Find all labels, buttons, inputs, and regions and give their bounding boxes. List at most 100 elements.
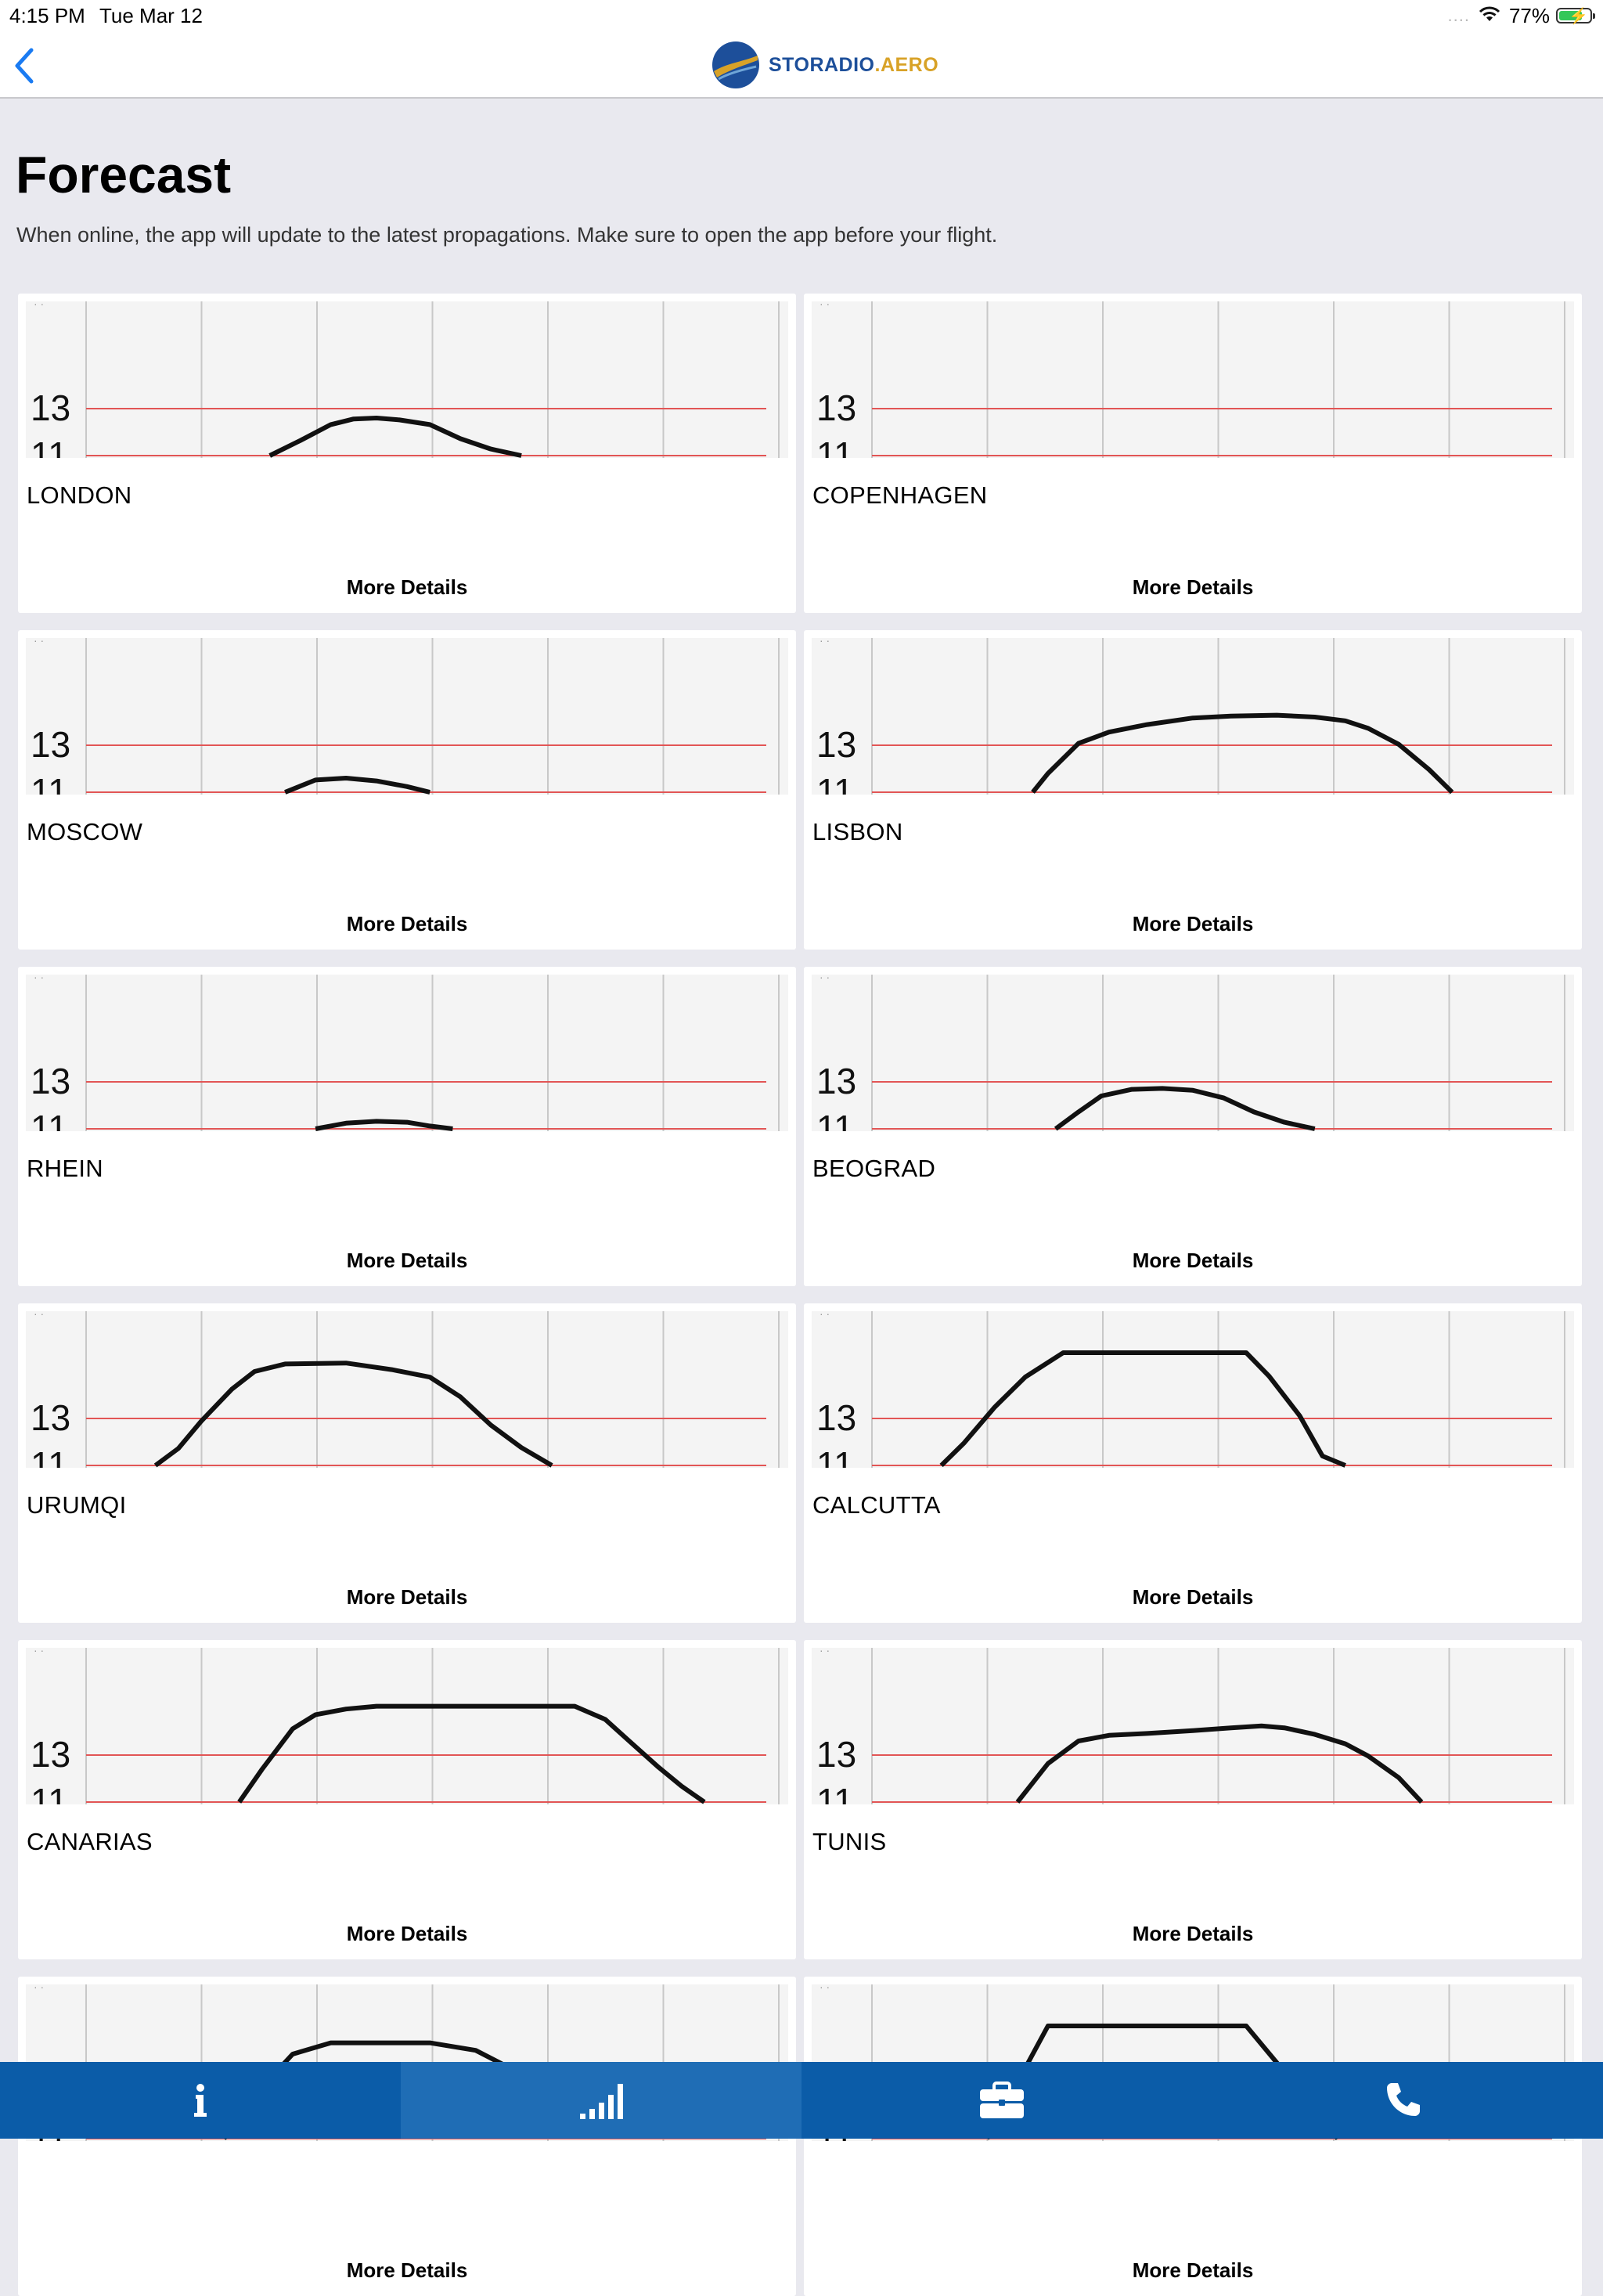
tab-contact[interactable] xyxy=(1202,2062,1603,2139)
chart-top-mark: · · xyxy=(34,975,44,983)
chart-top-mark: · · xyxy=(820,975,830,983)
chart-y-label: 13 xyxy=(31,1397,70,1438)
propagation-curve xyxy=(1054,1086,1316,1131)
chart-y-label: 13 xyxy=(816,1397,856,1438)
more-details-button[interactable]: More Details xyxy=(346,575,468,599)
more-details-button[interactable]: More Details xyxy=(346,912,468,935)
forecast-card[interactable]: 13 11 · · RHEIN More Details xyxy=(18,967,796,1286)
briefcase-icon xyxy=(980,2082,1024,2118)
propagation-curve xyxy=(284,776,430,795)
forecast-card[interactable]: 13 11 · · CANARIAS More Details xyxy=(18,1640,796,1959)
forecast-card[interactable]: 13 11 · · LISBON More Details xyxy=(804,630,1582,950)
chart-y-label: 13 xyxy=(31,724,70,765)
city-name: MOSCOW xyxy=(27,818,143,845)
city-name: COPENHAGEN xyxy=(812,481,988,509)
chart-y-label: 11 xyxy=(31,1444,68,1468)
status-time: 4:15 PM xyxy=(9,4,85,27)
propagation-chart: 13 11 · · xyxy=(26,301,788,458)
city-name: CANARIAS xyxy=(27,1828,153,1855)
chart-y-label: 11 xyxy=(816,1108,854,1131)
chart-y-label: 13 xyxy=(31,1734,70,1775)
battery-level xyxy=(1559,11,1583,20)
battery-icon: ⚡ xyxy=(1556,8,1595,25)
chart-y-label: 11 xyxy=(816,434,854,458)
cellular-dots-icon: .... xyxy=(1447,5,1470,25)
tab-info[interactable] xyxy=(0,2062,401,2139)
chart-top-mark: · · xyxy=(820,1311,830,1320)
chart-y-label: 13 xyxy=(31,1061,70,1101)
status-date: Tue Mar 12 xyxy=(99,4,203,27)
back-button[interactable] xyxy=(8,44,42,88)
forecast-card[interactable]: 13 11 · · CALCUTTA More Details xyxy=(804,1303,1582,1623)
forecast-card[interactable]: 13 11 · · TUNIS More Details xyxy=(804,1640,1582,1959)
propagation-chart: 13 11 · · xyxy=(812,1311,1574,1468)
chart-top-mark: · · xyxy=(34,1984,44,1993)
chart-top-mark: · · xyxy=(34,301,44,310)
more-details-button[interactable]: More Details xyxy=(1132,1922,1254,1945)
chart-y-label: 11 xyxy=(816,771,854,795)
battery-percent: 77% xyxy=(1508,3,1550,27)
chart-top-mark: · · xyxy=(820,638,830,647)
forecast-card[interactable]: 13 11 · · URUMQI More Details xyxy=(18,1303,796,1623)
city-name: LISBON xyxy=(812,818,903,845)
chart-top-mark: · · xyxy=(820,301,830,310)
logo-text-primary: STORADIO xyxy=(769,53,875,76)
propagation-chart: 13 11 · · xyxy=(812,638,1574,795)
more-details-button[interactable]: More Details xyxy=(1132,1585,1254,1609)
chart-y-label: 13 xyxy=(816,387,856,428)
propagation-chart: 13 11 · · xyxy=(26,638,788,795)
chart-y-label: 13 xyxy=(31,387,70,428)
more-details-button[interactable]: More Details xyxy=(346,1922,468,1945)
more-details-button[interactable]: More Details xyxy=(346,2258,468,2282)
phone-icon xyxy=(1387,2083,1420,2116)
page-subtitle: When online, the app will update to the … xyxy=(16,223,998,247)
app-logo: STORADIO.AERO xyxy=(711,39,938,91)
status-bar: 4:15 PM Tue Mar 12 .... 77% ⚡ xyxy=(0,0,1603,33)
more-details-button[interactable]: More Details xyxy=(1132,1249,1254,1272)
forecast-card[interactable]: 13 11 · · COPENHAGEN More Details xyxy=(804,294,1582,613)
city-name: CALCUTTA xyxy=(812,1491,941,1519)
chart-y-label: 13 xyxy=(816,1061,856,1101)
navigation-bar: STORADIO.AERO xyxy=(0,33,1603,99)
propagation-chart: 13 11 · · xyxy=(812,301,1574,458)
more-details-button[interactable]: More Details xyxy=(346,1249,468,1272)
chart-top-mark: · · xyxy=(34,638,44,647)
page-title: Forecast xyxy=(16,146,232,204)
wifi-icon xyxy=(1478,4,1501,28)
forecast-card[interactable]: 13 11 · · BEOGRAD More Details xyxy=(804,967,1582,1286)
city-name: BEOGRAD xyxy=(812,1155,936,1182)
chart-y-label: 11 xyxy=(31,771,68,795)
forecast-card[interactable]: 13 11 · · LONDON More Details xyxy=(18,294,796,613)
propagation-curve xyxy=(1031,712,1454,795)
logo-text-secondary: .AERO xyxy=(874,53,939,76)
chart-top-mark: · · xyxy=(34,1648,44,1656)
chart-y-label: 11 xyxy=(31,1781,68,1804)
propagation-curve xyxy=(153,1361,553,1468)
info-icon xyxy=(194,2084,207,2117)
propagation-curve xyxy=(315,1119,453,1131)
tab-briefcase[interactable] xyxy=(802,2062,1202,2139)
propagation-chart: 13 11 · · xyxy=(26,1311,788,1468)
chart-y-label: 11 xyxy=(816,1781,854,1804)
propagation-chart: 13 11 · · xyxy=(26,975,788,1131)
logo-text: STORADIO.AERO xyxy=(769,54,938,77)
chart-y-label: 11 xyxy=(31,434,68,458)
propagation-chart: 13 11 · · xyxy=(812,975,1574,1131)
city-name: URUMQI xyxy=(27,1491,127,1519)
chart-top-mark: · · xyxy=(820,1984,830,1993)
more-details-button[interactable]: More Details xyxy=(1132,912,1254,935)
more-details-button[interactable]: More Details xyxy=(346,1585,468,1609)
forecast-card[interactable]: 13 11 · · MOSCOW More Details xyxy=(18,630,796,950)
propagation-curve xyxy=(237,1703,706,1804)
tab-forecast[interactable] xyxy=(401,2062,802,2139)
propagation-curve xyxy=(1015,1723,1424,1804)
propagation-chart: 13 11 · · xyxy=(26,1648,788,1804)
propagation-curve xyxy=(939,1350,1346,1468)
more-details-button[interactable]: More Details xyxy=(1132,2258,1254,2282)
chart-y-label: 11 xyxy=(816,1444,854,1468)
chart-top-mark: · · xyxy=(34,1311,44,1320)
chart-y-label: 11 xyxy=(31,1108,68,1131)
tab-bar xyxy=(0,2062,1603,2139)
more-details-button[interactable]: More Details xyxy=(1132,575,1254,599)
propagation-curve xyxy=(268,416,522,458)
